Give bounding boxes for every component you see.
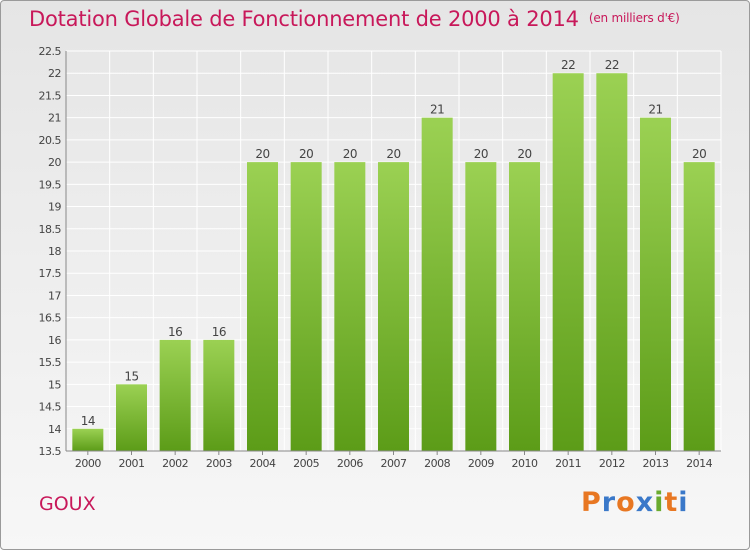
logo-letter: i bbox=[654, 487, 665, 518]
commune-name: GOUX bbox=[39, 493, 96, 515]
x-tick-label: 2002 bbox=[162, 457, 188, 470]
chart-title-text: Dotation Globale de Fonctionnement de 20… bbox=[29, 7, 579, 31]
y-tick-label: 18.5 bbox=[39, 223, 62, 236]
y-tick-label: 16.5 bbox=[39, 312, 62, 325]
data-label: 21 bbox=[648, 103, 662, 117]
data-label: 20 bbox=[474, 147, 488, 161]
bar-2002 bbox=[159, 339, 191, 451]
bar-2008 bbox=[421, 117, 453, 452]
data-label: 16 bbox=[212, 325, 226, 339]
y-tick-label: 17 bbox=[48, 289, 61, 302]
x-tick-label: 2007 bbox=[381, 457, 407, 470]
y-tick-label: 16 bbox=[48, 334, 61, 347]
y-tick-label: 20.5 bbox=[39, 134, 62, 147]
logo-letter: P bbox=[581, 487, 602, 518]
bar-2001 bbox=[116, 384, 147, 451]
bar-2000 bbox=[72, 428, 104, 451]
y-tick-label: 22 bbox=[48, 67, 61, 80]
x-tick-label: 2014 bbox=[686, 457, 712, 470]
data-label: 22 bbox=[561, 58, 575, 72]
logo-letter: o bbox=[616, 487, 636, 518]
bar-2012 bbox=[596, 73, 628, 451]
data-label: 21 bbox=[430, 103, 444, 117]
chart-title: Dotation Globale de Fonctionnement de 20… bbox=[29, 7, 680, 31]
bars: 14 15 16 16 20 20 20 20 21 20 20 22 22 21 20 bbox=[72, 58, 715, 452]
y-tick-label: 19.5 bbox=[39, 178, 62, 191]
y-tick-label: 18 bbox=[48, 245, 61, 258]
data-label: 20 bbox=[299, 147, 313, 161]
proxiti-logo[interactable]: Proxiti bbox=[581, 487, 689, 518]
data-label: 20 bbox=[692, 147, 706, 161]
y-tick-label: 14 bbox=[48, 423, 61, 436]
bar-2013 bbox=[640, 117, 671, 452]
logo-letter: r bbox=[601, 487, 617, 518]
x-tick-label: 2009 bbox=[468, 457, 494, 470]
x-tick-label: 2005 bbox=[293, 457, 319, 470]
logo-letter: t bbox=[664, 487, 679, 518]
y-tick-label: 20 bbox=[48, 156, 61, 169]
logo-letter: i bbox=[678, 487, 689, 518]
x-tick-label: 2006 bbox=[337, 457, 363, 470]
axes: 13.5 14 14.5 15 15.5 16 16.5 17 17.5 18 18.5 19 19.5… bbox=[39, 45, 721, 470]
data-label: 20 bbox=[255, 147, 269, 161]
x-tick-label: 2012 bbox=[599, 457, 625, 470]
y-tick-label: 15.5 bbox=[39, 356, 62, 369]
bar-2004 bbox=[247, 162, 278, 451]
bar-2011 bbox=[552, 73, 584, 451]
y-tick-label: 21.5 bbox=[39, 89, 62, 102]
bar-2005 bbox=[290, 162, 322, 451]
logo-letter: x bbox=[635, 487, 655, 518]
y-tick-label: 13.5 bbox=[39, 445, 62, 458]
x-tick-label: 2003 bbox=[206, 457, 232, 470]
bar-2009 bbox=[465, 162, 497, 451]
x-tick-label: 2008 bbox=[424, 457, 450, 470]
x-tick-label: 2001 bbox=[119, 457, 145, 470]
y-tick-label: 15 bbox=[48, 378, 61, 391]
x-tick-label: 2011 bbox=[555, 457, 581, 470]
bar-2014 bbox=[683, 162, 715, 451]
data-label: 14 bbox=[81, 414, 95, 428]
y-tick-label: 19 bbox=[48, 201, 61, 214]
bar-2006 bbox=[334, 162, 366, 451]
data-label: 22 bbox=[605, 58, 619, 72]
x-tick-label: 2010 bbox=[512, 457, 538, 470]
bar-2010 bbox=[509, 162, 540, 451]
data-label: 15 bbox=[124, 369, 138, 383]
x-tick-label: 2004 bbox=[250, 457, 276, 470]
data-label: 20 bbox=[517, 147, 531, 161]
y-tick-label: 21 bbox=[48, 112, 61, 125]
y-tick-label: 14.5 bbox=[39, 401, 62, 414]
data-label: 20 bbox=[343, 147, 357, 161]
y-tick-label: 22.5 bbox=[39, 45, 62, 58]
bar-2003 bbox=[203, 339, 235, 451]
x-tick-label: 2013 bbox=[643, 457, 669, 470]
x-tick-label: 2000 bbox=[75, 457, 101, 470]
bar-2007 bbox=[378, 162, 409, 451]
data-label: 20 bbox=[386, 147, 400, 161]
y-tick-label: 17.5 bbox=[39, 267, 62, 280]
data-label: 16 bbox=[168, 325, 182, 339]
chart-unit: (en milliers d'€) bbox=[588, 11, 680, 25]
